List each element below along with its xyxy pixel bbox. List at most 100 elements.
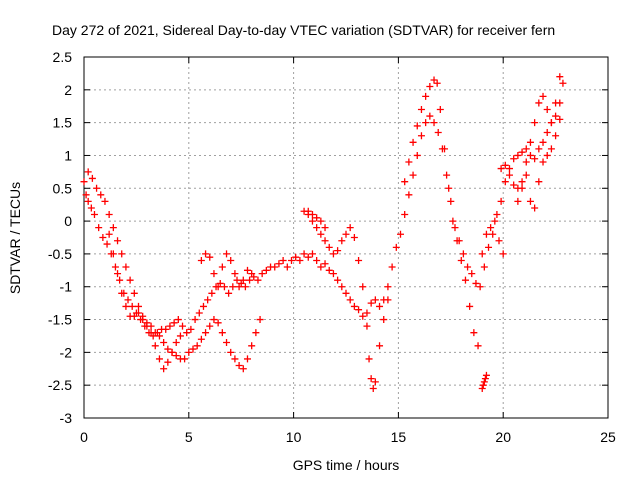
y-tick-label: -1 (60, 279, 73, 295)
data-point (371, 378, 379, 386)
data-point (248, 270, 256, 278)
data-point (489, 230, 497, 238)
data-point (501, 161, 509, 169)
data-point (103, 240, 111, 248)
x-tick-label: 20 (495, 429, 511, 445)
data-point (304, 207, 312, 215)
data-point (308, 217, 316, 225)
data-point (539, 158, 547, 166)
data-point (99, 234, 107, 241)
data-point (225, 289, 233, 297)
data-point (526, 197, 534, 205)
data-point (556, 73, 564, 81)
data-point (457, 256, 465, 264)
data-point (220, 283, 228, 291)
data-point (466, 302, 474, 310)
data-point (510, 155, 518, 163)
data-point (459, 250, 467, 258)
data-point (164, 358, 172, 366)
data-point (445, 184, 453, 192)
data-point (155, 355, 163, 363)
data-point (191, 316, 199, 324)
data-point (363, 322, 371, 330)
data-point (552, 112, 560, 120)
data-point (369, 384, 377, 392)
data-point (151, 342, 159, 350)
data-point (321, 224, 329, 232)
data-point (342, 289, 350, 297)
data-point (478, 384, 486, 392)
data-point (160, 339, 168, 347)
data-point (254, 276, 262, 284)
data-point (308, 250, 316, 258)
data-point (543, 106, 551, 114)
axis-ticks: 0 5 10 15 20 25 -3 -2.5 -2 -1.5 -1 -0.5 0 0.5 1 1.5 2 2.5 (48, 49, 616, 445)
data-point (239, 365, 247, 373)
data-point (426, 83, 434, 91)
data-point (130, 312, 138, 320)
data-point (325, 243, 333, 251)
data-point (155, 332, 163, 340)
data-point (246, 276, 254, 284)
data-point (210, 316, 218, 324)
data-point (376, 342, 384, 350)
data-point (84, 197, 92, 205)
data-point (80, 178, 88, 186)
data-point (451, 224, 459, 232)
x-axis-label: GPS time / hours (293, 457, 400, 473)
data-point (239, 276, 247, 284)
data-point (111, 263, 119, 271)
y-tick-label: -0.5 (48, 246, 72, 262)
x-tick-label: 15 (391, 429, 407, 445)
data-point (531, 119, 539, 127)
data-point (478, 250, 486, 258)
data-point (202, 250, 210, 258)
data-point (531, 155, 539, 163)
plot-frame (83, 56, 609, 419)
data-point (147, 329, 155, 337)
data-point (118, 250, 126, 258)
data-point (505, 171, 513, 179)
data-point (413, 151, 421, 159)
data-point (164, 345, 172, 353)
data-point (172, 339, 180, 347)
data-point (522, 158, 530, 166)
data-point (384, 283, 392, 291)
data-point (90, 211, 98, 219)
data-point (252, 329, 260, 337)
data-point (417, 132, 425, 140)
data-point (539, 138, 547, 146)
data-point (241, 283, 249, 291)
data-point (480, 378, 488, 386)
data-point (497, 197, 505, 205)
data-point (124, 296, 132, 304)
data-point (116, 276, 124, 284)
data-point (130, 289, 138, 297)
data-point (109, 224, 117, 232)
data-point (436, 106, 444, 114)
data-point (422, 119, 430, 127)
y-tick-label: 0.5 (53, 180, 73, 196)
data-point (227, 348, 235, 356)
data-markers (80, 73, 567, 392)
data-point (122, 302, 130, 310)
data-point (329, 270, 337, 278)
data-point (401, 178, 409, 186)
data-point (547, 119, 555, 127)
data-point (313, 214, 321, 222)
data-point (317, 217, 325, 225)
data-point (350, 234, 358, 241)
data-point (97, 191, 105, 199)
y-tick-label: 1.5 (53, 115, 73, 131)
series-branch-c (197, 250, 256, 291)
data-point (559, 79, 567, 87)
y-tick-label: 2 (64, 82, 72, 98)
data-point (464, 263, 472, 271)
data-point (87, 204, 95, 212)
data-point (313, 224, 321, 232)
data-point (317, 230, 325, 238)
data-point (162, 325, 170, 333)
data-point (214, 283, 222, 291)
data-point (476, 283, 484, 291)
